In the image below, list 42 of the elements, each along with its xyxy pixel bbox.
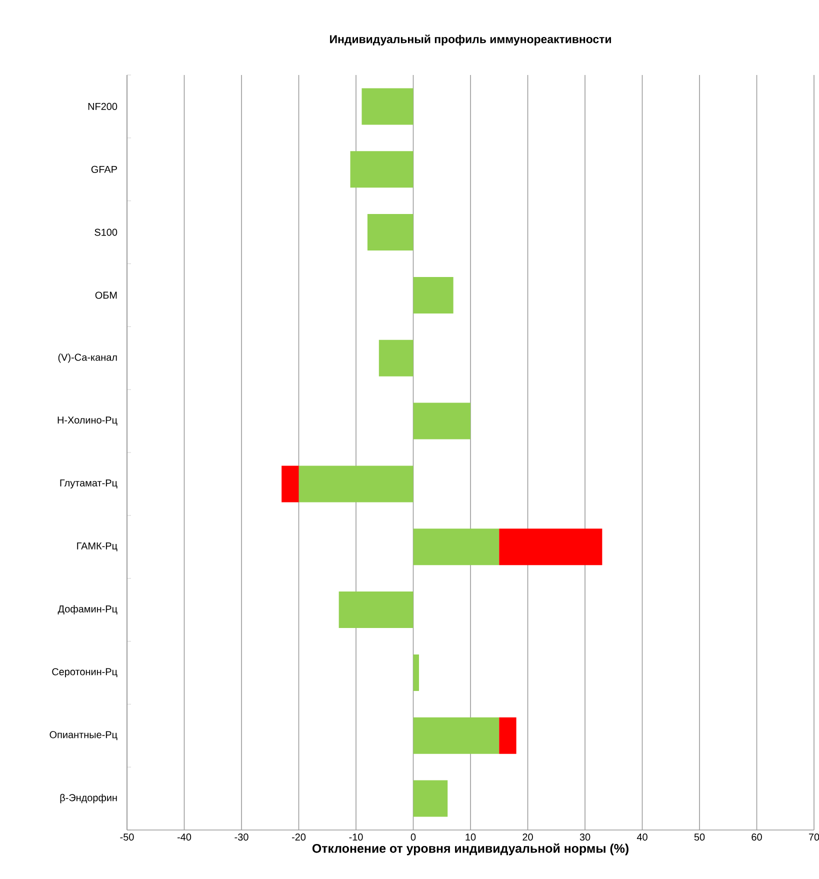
y-tick-label: Глутамат-Рц	[60, 480, 118, 488]
y-tick-label: Дофамин-Рц	[58, 605, 118, 614]
bar	[413, 780, 448, 817]
y-tick-label: NF200	[88, 102, 118, 110]
bar	[350, 151, 414, 188]
bar	[378, 340, 414, 376]
x-axis-title: Отклонение от уровня индивидуальной нормы (%)	[312, 843, 628, 856]
x-tick-label: -30	[234, 834, 248, 841]
bar	[282, 466, 299, 502]
x-tick-label: 60	[752, 834, 762, 841]
bar	[413, 402, 471, 440]
y-tick-label: GFAP	[91, 166, 117, 173]
bar	[338, 592, 414, 628]
bar	[413, 528, 500, 566]
bar	[413, 717, 500, 754]
x-tick-label: 50	[694, 834, 705, 841]
x-tick-label: -10	[349, 834, 363, 841]
y-tick-label: Серотонин-Рц	[52, 668, 118, 678]
x-tick-label: 30	[580, 834, 590, 841]
bar	[413, 654, 419, 691]
y-tick-label: S100	[94, 228, 118, 236]
y-tick-label: (V)-Са-канал	[58, 353, 117, 363]
x-tick-label: 10	[466, 834, 476, 841]
x-tick-label: -50	[120, 834, 134, 841]
y-tick-label: β-Эндорфин	[60, 794, 117, 804]
x-tick-label: -20	[292, 834, 306, 841]
bar	[298, 466, 414, 502]
x-tick-label: 0	[410, 834, 416, 841]
x-tick-label: 70	[808, 834, 819, 841]
y-tick-label: Опиантные-Рц	[50, 731, 118, 740]
bar	[413, 276, 454, 314]
y-tick-label: ГАМК-Рц	[77, 542, 118, 552]
bar	[362, 88, 414, 125]
x-tick-label: 20	[522, 834, 533, 841]
bar	[499, 717, 516, 754]
x-tick-label: -40	[177, 834, 192, 841]
x-tick-label: 40	[636, 834, 648, 841]
bar	[499, 528, 602, 566]
bar	[367, 214, 414, 251]
chart-title: Индивидуальный профиль иммунореактивности	[330, 34, 611, 46]
y-tick-label: ОБМ	[95, 292, 117, 299]
y-tick-label: Н-Холино-Рц	[58, 416, 118, 426]
